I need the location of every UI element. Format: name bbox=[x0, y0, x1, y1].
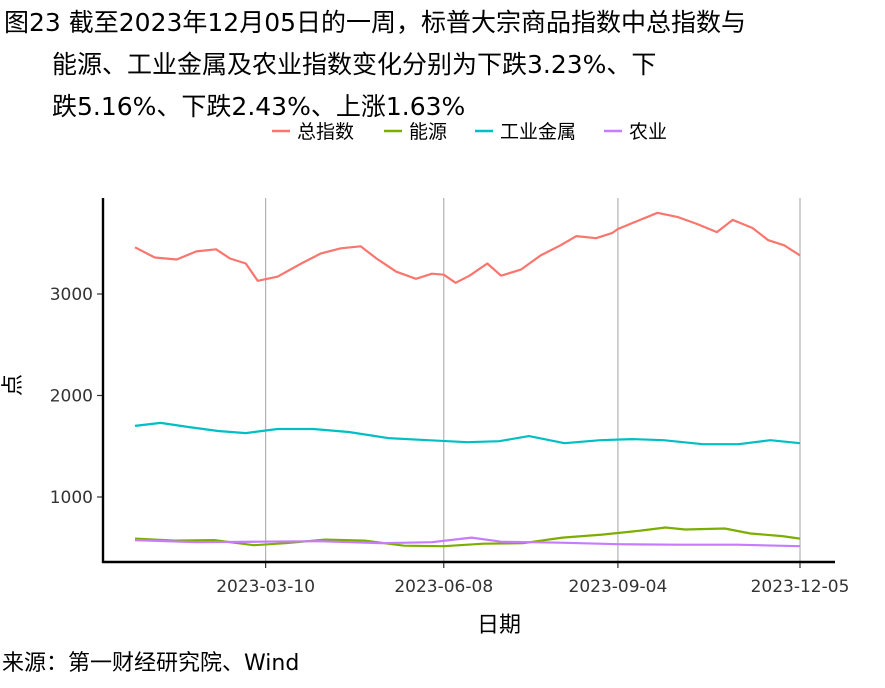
y-tick-label: 2000 bbox=[50, 387, 93, 407]
legend-label-3: 农业 bbox=[629, 121, 667, 143]
series-line-1 bbox=[134, 526, 801, 548]
x-tick-label: 2023-03-10 bbox=[216, 577, 315, 597]
title-line-2: 能源、工业金属及农业指数变化分别为下跌3.23%、下 bbox=[52, 50, 657, 79]
y-tick-label: 1000 bbox=[50, 488, 93, 508]
source-note: 来源：第一财经研究院、Wind bbox=[2, 651, 300, 676]
x-tick-label: 2023-09-04 bbox=[569, 577, 668, 597]
title-line-1: 图23 截至2023年12月05日的一周，标普大宗商品指数中总指数与 bbox=[4, 8, 747, 37]
y-tick-label: 3000 bbox=[50, 285, 93, 305]
y-axis-title: 点 bbox=[1, 374, 26, 396]
x-axis-title: 日期 bbox=[477, 613, 521, 638]
chart-title: 图23 截至2023年12月05日的一周，标普大宗商品指数中总指数与 能源、工业… bbox=[4, 2, 882, 128]
legend-label-0: 总指数 bbox=[297, 121, 354, 143]
legend-label-1: 能源 bbox=[409, 121, 447, 143]
title-line-3: 跌5.16%、下跌2.43%、上涨1.63% bbox=[52, 92, 466, 121]
series-line-2 bbox=[134, 421, 801, 446]
series-line-0 bbox=[134, 211, 801, 284]
legend-label-2: 工业金属 bbox=[500, 121, 576, 143]
series-line-3 bbox=[134, 536, 801, 548]
x-tick-label: 2023-12-05 bbox=[751, 577, 850, 597]
x-tick-label: 2023-06-08 bbox=[394, 577, 493, 597]
